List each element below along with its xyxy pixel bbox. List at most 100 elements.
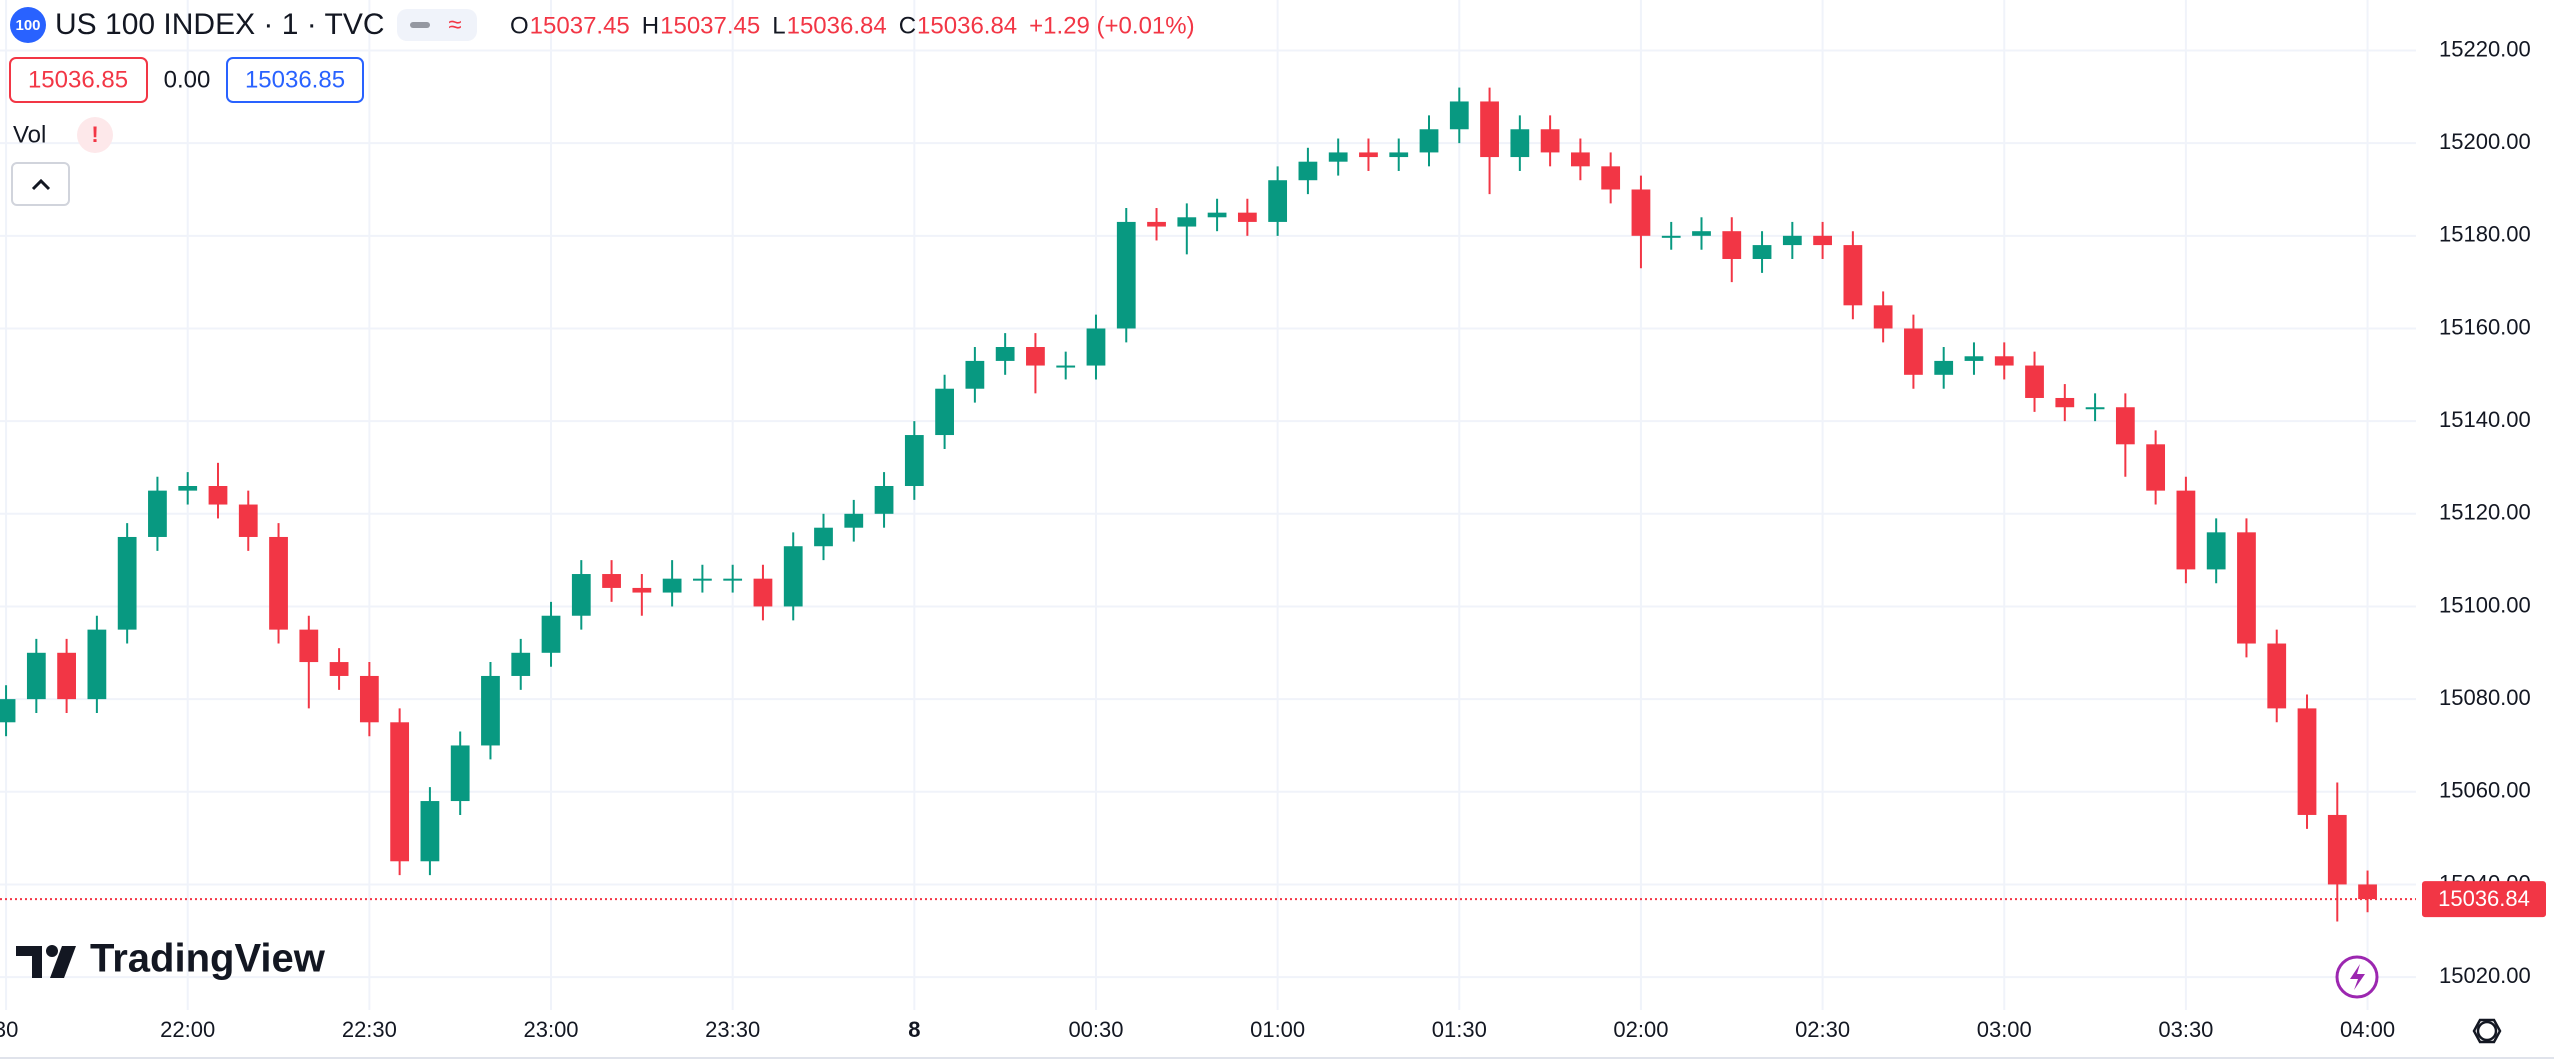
y-tick-label: 15100.00 bbox=[2439, 592, 2531, 617]
candle-body bbox=[1994, 356, 2014, 366]
candle-body bbox=[1571, 152, 1590, 167]
candle-body bbox=[2267, 643, 2287, 709]
toggle-icon: ≈ bbox=[448, 11, 461, 38]
candle-body bbox=[1026, 347, 1045, 366]
candle-body bbox=[1147, 221, 1166, 227]
last-price-box bbox=[2422, 881, 2546, 918]
candle-body bbox=[1631, 189, 1651, 236]
buy-button[interactable] bbox=[226, 57, 364, 103]
candles bbox=[0, 87, 2416, 922]
candle-body bbox=[1116, 221, 1136, 329]
candle-body bbox=[359, 675, 379, 723]
x-tick-label: 01:30 bbox=[1432, 1017, 1487, 1042]
symbol-badge[interactable] bbox=[10, 7, 46, 43]
candle-body bbox=[2055, 397, 2075, 408]
ohlc-value: 15037.45 bbox=[660, 12, 760, 39]
candle-body bbox=[2085, 407, 2105, 410]
candle-body bbox=[1237, 212, 1257, 222]
candle-body bbox=[1480, 101, 1499, 158]
candle-body bbox=[1601, 166, 1621, 190]
candle-body bbox=[1934, 360, 1954, 375]
x-tick-label: 02:00 bbox=[1613, 1017, 1668, 1042]
candle-body bbox=[1359, 152, 1378, 158]
candle-body bbox=[1207, 212, 1227, 218]
x-tick-label: 23:30 bbox=[705, 1017, 760, 1042]
y-tick-label: 15220.00 bbox=[2439, 36, 2531, 61]
logo-mark bbox=[46, 945, 58, 957]
x-tick-label: 04:00 bbox=[2340, 1017, 2395, 1042]
last-price-label: 15036.84 bbox=[2438, 886, 2530, 911]
candle-body bbox=[511, 652, 531, 676]
indicator-toggle[interactable] bbox=[397, 9, 477, 41]
x-tick-label: 00:30 bbox=[1068, 1017, 1123, 1042]
candle-body bbox=[2237, 532, 2256, 644]
candle-body bbox=[844, 513, 864, 528]
logo-text: TradingView bbox=[90, 937, 326, 981]
candle-body bbox=[2176, 490, 2196, 570]
candle-body bbox=[1661, 235, 1681, 238]
candle-body bbox=[965, 360, 985, 389]
candle-body bbox=[995, 347, 1015, 361]
ask-price: 15036.85 bbox=[245, 66, 345, 93]
candle-body bbox=[1540, 129, 1560, 153]
x-tick-label: 22:30 bbox=[342, 1017, 397, 1042]
candle-body bbox=[420, 801, 440, 862]
collapse-button[interactable] bbox=[11, 162, 70, 206]
candle-body bbox=[632, 587, 652, 593]
candle-body bbox=[2146, 444, 2166, 491]
lightning-icon bbox=[2350, 964, 2365, 990]
candle-body bbox=[1510, 129, 1530, 158]
change-value: +1.29 (+0.01%) bbox=[1029, 12, 1194, 39]
bid-price: 15036.85 bbox=[28, 66, 128, 93]
settings-button[interactable] bbox=[2476, 1020, 2498, 1042]
candle-body bbox=[753, 578, 773, 607]
ohlc-label: H bbox=[642, 12, 659, 39]
candle-body bbox=[26, 652, 46, 700]
x-tick-label: 01:00 bbox=[1250, 1017, 1305, 1042]
axes: 15020.0015040.0015060.0015080.0015100.00… bbox=[0, 36, 2546, 1042]
ohlc-label: L bbox=[772, 12, 785, 39]
candle-body bbox=[1813, 235, 1832, 246]
logo-mark bbox=[50, 946, 76, 978]
candle-body bbox=[2025, 365, 2044, 398]
candle-body bbox=[1843, 245, 1863, 306]
x-tick-label: 23:00 bbox=[523, 1017, 578, 1042]
candle-body bbox=[662, 578, 682, 593]
candle-body bbox=[238, 504, 258, 537]
volume-alert[interactable] bbox=[77, 117, 113, 153]
collapse-icon bbox=[31, 178, 51, 191]
candle-body bbox=[935, 388, 954, 436]
ohlc-value: 15036.84 bbox=[917, 12, 1017, 39]
candle-body bbox=[2358, 884, 2377, 900]
candle-body bbox=[450, 745, 470, 802]
candle-body bbox=[2115, 407, 2135, 445]
y-tick-label: 15120.00 bbox=[2439, 500, 2531, 525]
candle-body bbox=[148, 490, 167, 537]
x-tick-label: 03:30 bbox=[2158, 1017, 2213, 1042]
y-tick-label: 15180.00 bbox=[2439, 222, 2531, 247]
sell-button[interactable] bbox=[9, 57, 148, 103]
ohlc-value: 15037.45 bbox=[530, 12, 630, 39]
ohlc-label: O bbox=[510, 12, 529, 39]
candle-body bbox=[2206, 532, 2226, 570]
candle-body bbox=[208, 486, 228, 505]
candle-body bbox=[87, 629, 107, 700]
candle-body bbox=[814, 527, 833, 547]
candle-body bbox=[1177, 217, 1197, 227]
symbol-badge-text: 100 bbox=[15, 17, 40, 34]
candle-body bbox=[904, 435, 924, 487]
candle-body bbox=[1268, 180, 1288, 222]
candle-body bbox=[1782, 235, 1802, 246]
symbol-title[interactable]: US 100 INDEX · 1 · TVC bbox=[55, 8, 385, 41]
candle-body bbox=[1692, 231, 1711, 236]
settings-icon bbox=[2472, 1018, 2502, 1044]
spread: 0.00 bbox=[164, 66, 211, 93]
candle-body bbox=[178, 486, 198, 491]
x-tick-label: 03:00 bbox=[1977, 1017, 2032, 1042]
candle-body bbox=[1298, 161, 1318, 181]
candle-body bbox=[2297, 708, 2317, 815]
logo: TradingView bbox=[16, 937, 326, 981]
y-tick-label: 15020.00 bbox=[2439, 963, 2531, 988]
candle-body bbox=[0, 699, 16, 723]
candle-body bbox=[1904, 328, 1923, 375]
